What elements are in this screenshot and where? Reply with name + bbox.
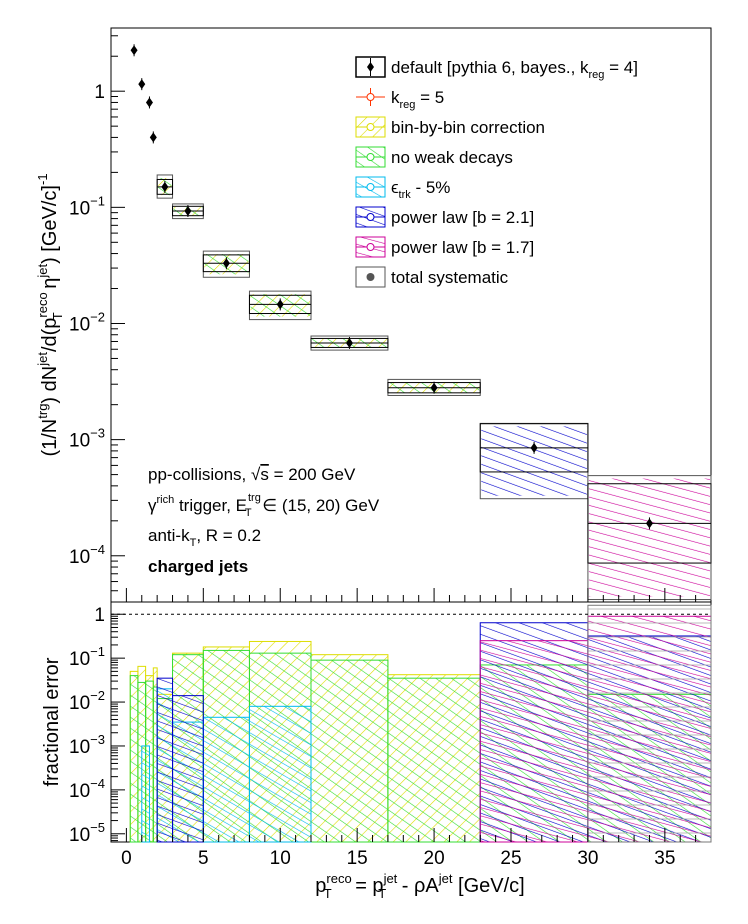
legend-entry: power law [b = 2.1]: [355, 206, 534, 228]
variation-hatch: [588, 478, 710, 597]
legend-swatch-marker: [366, 153, 375, 161]
data-point: [161, 181, 169, 192]
data-point: [645, 518, 653, 529]
top-y-axis: 1 10−1 10−2 10−3 10−4: [69, 35, 125, 592]
y-tick-label: 1: [94, 605, 105, 626]
fractional-error-bar: [479, 640, 589, 843]
annotation-trigger: γrich trigger, Etrg T ∈ (15, 20) GeV: [148, 492, 380, 519]
legend-entry: default [pythia 6, bayes., kreg = 4]: [355, 56, 638, 81]
data-point: [130, 45, 138, 56]
legend-label: default [pythia 6, bayes., kreg = 4]: [391, 58, 638, 81]
fractional-error-bar: [172, 695, 204, 843]
y-tick-label: 10−4: [69, 776, 105, 802]
x-tick-label: 30: [577, 848, 598, 869]
legend-swatch-marker: [366, 243, 375, 251]
legend-swatch-marker: [366, 273, 375, 281]
y-tick-label: 10−5: [69, 820, 105, 846]
legend-entry: kreg = 5: [356, 88, 444, 111]
data-point: [276, 299, 284, 310]
legend-entry: ϵtrk - 5%: [355, 176, 450, 201]
x-axis-label: preco T = pjet T - ρAjet [GeV/c]: [315, 871, 524, 901]
annotation-block: pp-collisions, √s = 200 GeV γrich trigge…: [148, 465, 380, 576]
legend-entry: no weak decays: [355, 146, 513, 168]
fractional-error-bar: [152, 686, 158, 843]
x-tick-label: 20: [424, 848, 445, 869]
fractional-error-bar: [129, 675, 139, 843]
legend: default [pythia 6, bayes., kreg = 4] kreg…: [355, 56, 638, 288]
legend-label: no weak decays: [391, 148, 513, 167]
fractional-error-bin: [172, 695, 204, 843]
x-axis: 0 5 10 15 20 25 30 35: [121, 588, 697, 869]
fractional-error-bin: [141, 745, 150, 843]
annotation-collisions: pp-collisions, √s = 200 GeV: [148, 465, 356, 484]
legend-swatch-marker: [366, 93, 375, 101]
bottom-y-axis: 1 10−1 10−2 10−3 10−4 10−5: [69, 605, 125, 846]
fractional-error-bar: [587, 604, 712, 843]
fractional-error-bin: [479, 640, 589, 843]
fractional-error-bar: [248, 705, 312, 843]
x-tick-label: 15: [347, 848, 368, 869]
default-unc-box: [479, 423, 589, 473]
legend-label: total systematic: [391, 268, 509, 287]
legend-entry: bin-by-bin correction: [355, 116, 545, 138]
fractional-error-bin: [387, 677, 481, 843]
annotation-algorithm: anti-kT, R = 0.2: [148, 526, 261, 549]
fractional-error-bin: [152, 686, 158, 843]
legend-label: bin-by-bin correction: [391, 118, 545, 137]
data-point: [530, 442, 538, 453]
legend-entry: power law [b = 1.7]: [355, 236, 534, 258]
data-point: [430, 382, 438, 393]
data-point: [345, 337, 353, 348]
legend-swatch-marker: [366, 213, 375, 221]
fractional-error-bar: [310, 659, 389, 843]
fractional-error-bin: [587, 604, 712, 843]
y-tick-label: 10−3: [69, 732, 105, 758]
fractional-error-bin: [156, 677, 174, 843]
data-point: [138, 79, 146, 90]
legend-label: kreg = 5: [391, 88, 444, 111]
default-unc-box: [248, 294, 312, 315]
y-tick-label: 10−4: [69, 542, 105, 568]
x-tick-label: 0: [121, 848, 132, 869]
data-points: [130, 44, 653, 530]
x-tick-label: 35: [654, 848, 675, 869]
fractional-error-bar: [202, 716, 250, 843]
x-tick-label: 10: [270, 848, 291, 869]
legend-entry: total systematic: [355, 266, 509, 288]
default-unc-box: [202, 254, 250, 273]
fractional-error-bin: [202, 716, 250, 843]
y-tick-label: 10−1: [69, 644, 105, 670]
default-unc-box: [587, 483, 712, 564]
y-tick-label: 10−1: [69, 193, 105, 219]
annotation-charged-jets: charged jets: [148, 557, 248, 576]
legend-label: power law [b = 2.1]: [391, 208, 534, 227]
x-tick-label: 25: [500, 848, 521, 869]
fractional-error-bar: [387, 677, 481, 843]
y-tick-label: 10−3: [69, 426, 105, 452]
fractional-error-bin: [129, 675, 139, 843]
data-point: [222, 258, 230, 269]
variation-hatch: [481, 426, 587, 496]
legend-label: ϵtrk - 5%: [391, 178, 450, 201]
data-point: [145, 97, 153, 108]
data-point: [184, 205, 192, 216]
legend-swatch-marker: [366, 123, 375, 131]
y-tick-label: 10−2: [69, 688, 105, 714]
legend-swatch-marker: [367, 62, 374, 72]
fractional-error-bin: [310, 659, 389, 843]
fractional-error-bar: [141, 745, 150, 843]
y-tick-label: 1: [94, 82, 105, 103]
data-point: [149, 132, 157, 143]
y-tick-label: 10−2: [69, 309, 105, 335]
legend-label: power law [b = 1.7]: [391, 238, 534, 257]
fractional-error-bin: [248, 705, 312, 843]
fractional-error-bar: [156, 677, 174, 843]
top-y-axis-label: (1/Ntrg) dNjet/d(precoT ηjet) [GeV/c]-1: [35, 173, 65, 456]
x-tick-label: 5: [198, 848, 209, 869]
bottom-y-axis-label: fractional error: [41, 657, 63, 786]
legend-swatch-marker: [366, 183, 375, 191]
fractional-error-histograms: [111, 604, 712, 843]
default-unc-box: [156, 178, 174, 195]
